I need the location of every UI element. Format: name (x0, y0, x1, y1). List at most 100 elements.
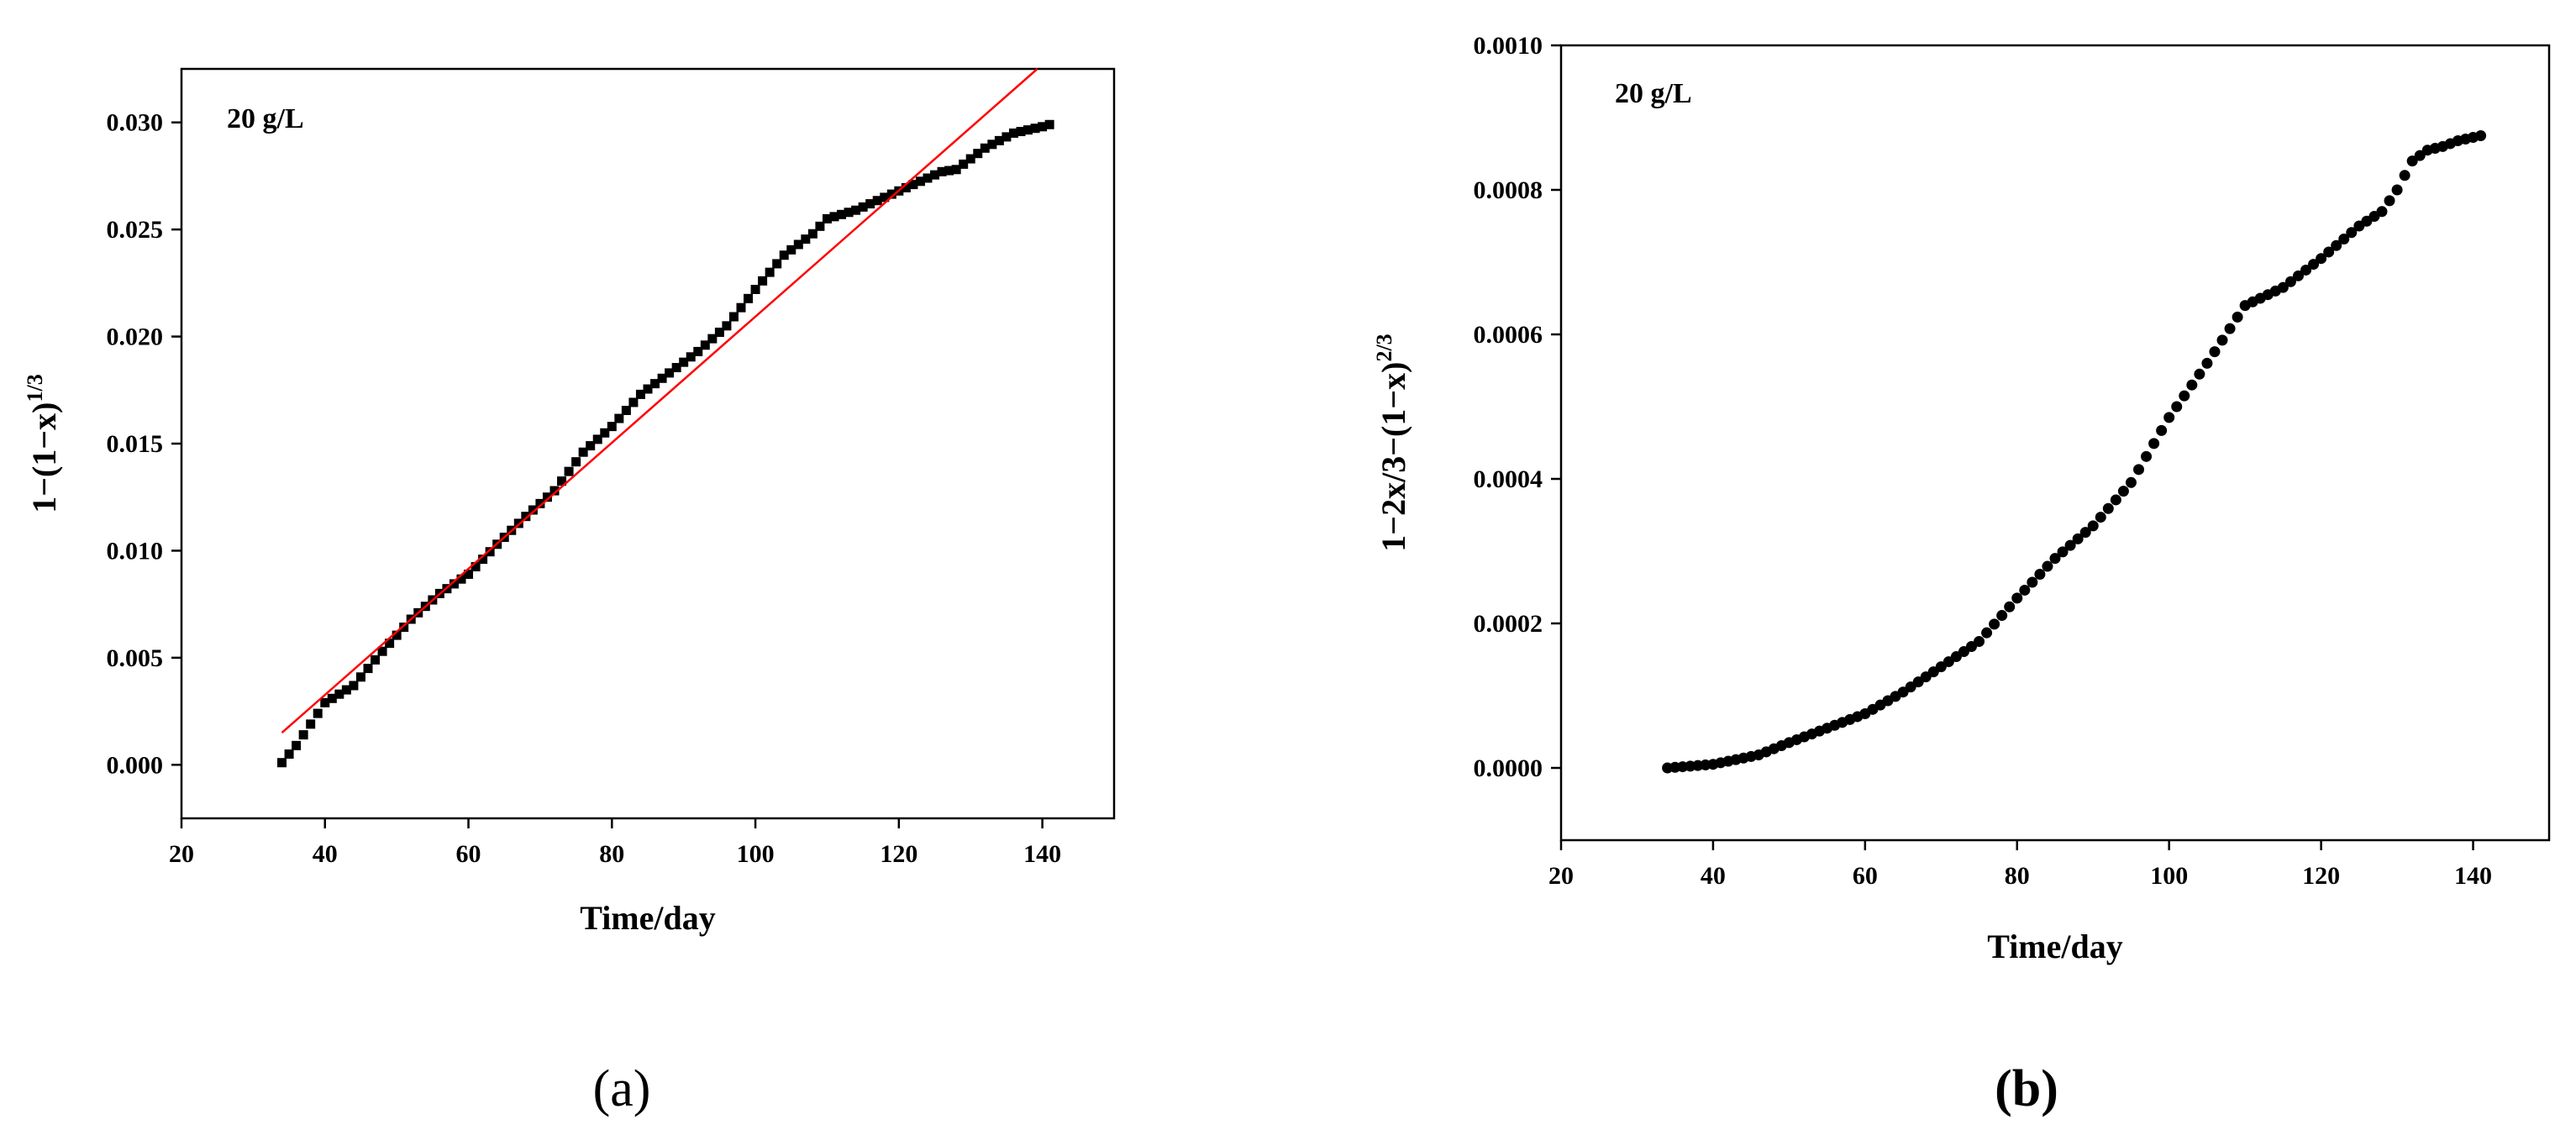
chart-b-data-point (2331, 239, 2342, 251)
chart-a-y-tick-label: 0.025 (107, 216, 164, 244)
chart-a-data-point (987, 139, 997, 150)
chart-a-data-point (693, 346, 703, 356)
chart-b-y-tick-label: 0.0000 (1474, 754, 1543, 782)
chart-b-data-point (2133, 464, 2145, 476)
chart-a-data-point (765, 267, 775, 277)
chart-a-x-tick-label: 60 (456, 840, 481, 868)
chart-a-data-point (801, 234, 811, 244)
chart-b-ticks (1551, 44, 2474, 850)
chart-a-data-point (665, 368, 675, 378)
chart-a-data-point (1030, 124, 1040, 134)
chart-b-y-tick-label: 0.0006 (1474, 321, 1543, 349)
chart-a-data-point (607, 422, 617, 432)
chart-b-data-point (2391, 184, 2403, 196)
chart-b-data-point (2079, 527, 2091, 539)
chart-a-data-point (355, 672, 365, 682)
chart-a-data-point (557, 476, 567, 486)
chart-a-data-point (965, 154, 975, 164)
chart-a-data-point (399, 623, 409, 633)
chart-a-data-point (736, 302, 746, 313)
chart-b-x-tick-label: 120 (2302, 862, 2340, 890)
chart-b-data-point (2117, 486, 2129, 497)
chart-a-data-point (564, 466, 574, 476)
chart-b-data-point (2042, 560, 2053, 572)
chart-b-y-tick-label: 0.0010 (1474, 32, 1543, 60)
chart-b-x-tick-label: 140 (2454, 862, 2492, 890)
chart-b-data-point (2019, 584, 2031, 596)
chart-b-panel-label: (b) (1995, 1060, 2058, 1117)
chart-a-data-point (973, 149, 983, 159)
chart-a-data-point (471, 562, 481, 572)
chart-b-data-point (2284, 276, 2296, 287)
chart-b-data-point (2475, 130, 2487, 141)
chart-b-data-point (1989, 618, 2000, 630)
chart-a-data-point (392, 630, 402, 640)
chart-a-data-point (363, 664, 373, 674)
chart-a-data-point (822, 213, 832, 223)
chart-a-data-point (815, 221, 825, 231)
chart-b-data-point (2224, 323, 2236, 334)
chart-a-data-point (980, 143, 990, 153)
chart-a-data-point (750, 285, 760, 295)
chart-a-y-tick-label: 0.015 (107, 430, 164, 458)
chart-a-data-point (865, 199, 875, 209)
chart-a-data-point (1016, 127, 1026, 137)
chart-b-data-point (2316, 253, 2327, 265)
chart-a-data-point (327, 693, 337, 703)
chart-a-data-point (923, 173, 933, 183)
chart-a-data-point (284, 749, 294, 760)
chart-a-data-point (851, 205, 861, 215)
chart-a-data-point (714, 327, 724, 337)
chart-a-data-point (671, 363, 681, 373)
chart-a-data-point (901, 182, 911, 192)
chart-a-data-point (880, 192, 890, 202)
chart-a-data-point (707, 334, 718, 344)
chart-b-plot-frame (1559, 44, 2551, 842)
chart-a-data-point (371, 654, 381, 665)
chart-b-data-point (2414, 150, 2426, 161)
chart-a-x-tick-label: 120 (880, 840, 917, 868)
chart-b-data-point (2201, 357, 2213, 369)
chart-a-annotation: 20 g/L (227, 103, 304, 134)
chart-a-data-point (449, 579, 459, 589)
chart-a-data-point (1023, 125, 1033, 135)
chart-a-panel-label-text: (a) (593, 1060, 651, 1117)
chart-a-data-point (758, 276, 768, 286)
chart-b-data-point (2102, 502, 2114, 514)
chart-b-data-point (2057, 546, 2069, 558)
chart-b-data-point (2406, 155, 2418, 167)
chart-b-data-point (1981, 627, 1993, 639)
chart-a-data-point (908, 180, 918, 190)
chart-b-data-point (2338, 233, 2350, 244)
chart-a-data-point (728, 312, 739, 322)
chart-a-data-point (1038, 122, 1048, 132)
chart-b-data-point (2087, 520, 2099, 532)
chart-a-data-point (722, 321, 732, 331)
chart-a-data-point (657, 373, 667, 383)
chart-b-annotation: 20 g/L (1615, 78, 1692, 109)
chart-a-data-point (385, 639, 395, 649)
chart-b-y-tick-label: 0.0002 (1474, 610, 1543, 638)
chart-b-x-tick-label: 80 (2005, 862, 2030, 890)
chart-a-data-point (1001, 132, 1012, 142)
chart-b-tick-labels: 20 40 60 80 100 120 140 0.0000 0.0002 0.0004 0.000… (1474, 32, 2493, 890)
chart-a-data-point (478, 555, 488, 565)
chart-a-y-tick-label: 0.030 (107, 109, 164, 137)
chart-b-data-point (2110, 494, 2121, 506)
chart-b-data-point (2216, 334, 2228, 346)
chart-b-y-axis-label-sup: 2/3 (1372, 334, 1396, 361)
chart-b-data-point (2209, 346, 2221, 358)
chart-b-data-point (2292, 270, 2304, 281)
chart-a-data-point (377, 646, 387, 656)
chart-a-data-point (944, 166, 954, 176)
chart-b-data-point (2072, 533, 2084, 544)
chart-b-panel-label-text: (b) (1995, 1060, 2058, 1117)
chart-a-data-point (872, 196, 882, 206)
chart-a-data-point (628, 397, 639, 407)
chart-a-tick-labels: 20 40 60 80 100 120 140 0.000 0.005 0.010 0.015 0.0… (107, 109, 1062, 868)
chart-a-ticks (171, 121, 1044, 828)
chart-b-data-point (2004, 601, 2016, 612)
chart-b-x-tick-label: 60 (1853, 862, 1878, 890)
chart-a-data-point (306, 719, 316, 729)
chart-b-data-point (2034, 569, 2046, 581)
